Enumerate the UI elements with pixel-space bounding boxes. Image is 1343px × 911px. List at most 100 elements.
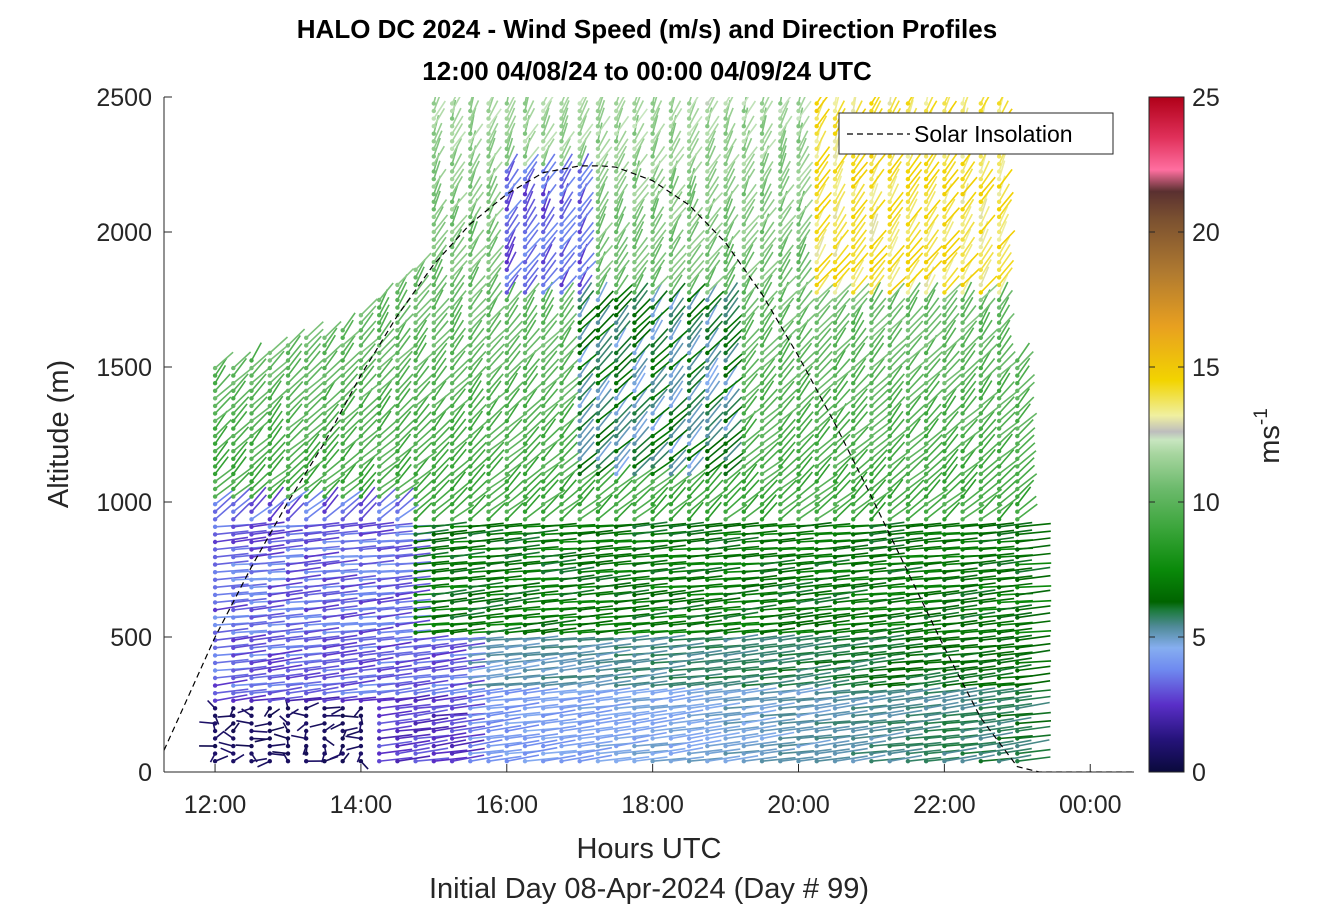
wind-barb [688,673,723,679]
wind-barb-head [504,706,509,711]
wind-barb [579,486,595,505]
wind-barb [287,328,306,346]
wind-barb [688,327,703,346]
wind-barb-head [413,728,418,734]
wind-barb [761,388,778,407]
wind-barb [597,260,614,278]
wind-barb [451,221,466,241]
wind-barb [433,612,468,619]
wind-barb-head [358,706,364,711]
wind-barb [560,412,582,430]
wind-barb-head [632,335,637,340]
wind-barb [506,488,527,505]
wind-barb [487,183,499,203]
wind-barb-head [340,365,345,371]
wind-barb [780,634,814,641]
wind-barb-head [632,554,637,560]
wind-barb [342,404,363,422]
wind-barb [761,183,772,203]
wind-barb-head [541,494,546,499]
wind-barb-head [340,622,345,628]
wind-barb [560,252,576,271]
wind-barb-head [340,433,345,439]
wind-barb [396,404,415,422]
wind-barb-head [741,660,746,666]
wind-barb [269,613,304,619]
wind-barb [215,552,249,558]
wind-barb-head [668,562,674,567]
wind-barb [670,404,691,422]
wind-barb [342,727,358,732]
wind-barb-head [595,743,601,749]
wind-barb [469,488,491,505]
wind-barb-head [577,509,582,514]
wind-barb [634,724,668,732]
wind-barb [451,703,486,710]
wind-barb [214,604,248,611]
wind-barb-head [468,751,473,756]
wind-barb-head [395,464,400,469]
wind-barb [633,343,651,362]
wind-barb [269,389,288,407]
wind-barb [706,266,717,286]
wind-barb [323,327,338,346]
wind-barb-head [285,365,291,371]
wind-barb-head [468,214,473,220]
wind-barb [214,473,235,490]
wind-barb-head [632,471,637,477]
wind-barb [251,529,285,536]
wind-barb [779,115,793,135]
wind-barb-head [304,577,309,582]
wind-barb-head [614,698,619,703]
wind-barb [761,441,779,460]
wind-barb-head [395,373,400,378]
wind-barb [469,259,482,278]
wind-barb-head [559,736,564,741]
wind-barb-head [486,547,491,552]
wind-barb-head [267,653,272,658]
wind-barb-head [559,154,564,159]
wind-barb [688,206,704,225]
wind-barb-head [267,721,272,726]
wind-barb [560,97,565,104]
wind-barb [670,207,687,225]
wind-barb-head [486,577,491,582]
wind-barb [524,100,535,119]
wind-barb [232,380,247,399]
wind-barb-head [395,418,400,424]
wind-barb-head [212,547,218,552]
wind-barb [724,184,740,203]
wind-barb [233,529,267,536]
wind-barb [433,206,444,225]
wind-barb-head [358,517,364,522]
wind-barb-head [686,124,692,129]
wind-barb-head [686,577,692,582]
wind-barb [651,145,666,165]
wind-barb-head [285,418,291,424]
wind-barb-head [686,192,692,197]
wind-barb-head [431,176,436,182]
wind-barb [342,696,377,702]
wind-barb [415,298,433,316]
wind-barb [506,458,528,475]
wind-barb [670,373,686,392]
wind-barb-head [267,418,272,424]
wind-barb-head [632,494,637,499]
wind-barb [433,282,447,301]
wind-barb [560,229,578,248]
wind-barb [634,529,668,536]
wind-barb [597,244,614,263]
wind-barb-head [486,660,491,666]
wind-barb [269,359,290,377]
wind-barb [597,160,609,180]
wind-barb-head [468,328,473,333]
wind-barb [287,574,322,581]
wind-barb [269,726,285,732]
wind-barb [706,130,717,150]
wind-barb-head [723,222,728,227]
wind-barb [378,380,392,399]
wind-barb-head [431,116,436,121]
wind-barb [323,374,343,392]
wind-barb-head [668,365,674,371]
wind-barb [670,282,686,301]
